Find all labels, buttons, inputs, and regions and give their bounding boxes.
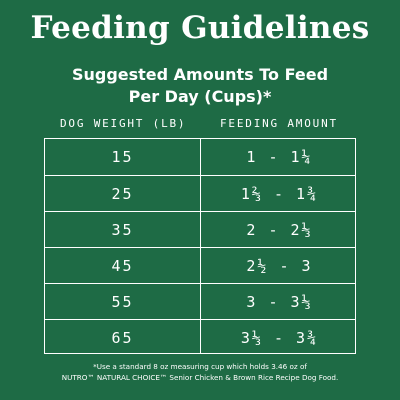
amount-cell: 3⅓ - 3¾: [240, 329, 319, 347]
subtitle: Suggested Amounts To Feed Per Day (Cups)…: [0, 64, 400, 108]
amount-cell: 3 - 3⅓: [246, 293, 313, 311]
column-divider: [200, 139, 201, 353]
weight-cell: 45: [111, 257, 134, 275]
table-row: 65 3⅓ - 3¾: [45, 319, 355, 356]
table-row: 15 1 - 1¼: [45, 139, 355, 175]
amount-cell: 2 - 2⅓: [246, 221, 313, 239]
footnote-line-1: *Use a standard 8 oz measuring cup which…: [93, 362, 307, 371]
table-row: 55 3 - 3⅓: [45, 283, 355, 320]
weight-cell: 25: [111, 185, 134, 203]
page-title: Feeding Guidelines: [30, 10, 370, 46]
feeding-table: 15 1 - 1¼ 25 1⅔ - 1¾ 35 2 - 2⅓ 45 2½ - 3…: [44, 138, 356, 354]
weight-cell: 65: [111, 329, 134, 347]
footnote: *Use a standard 8 oz measuring cup which…: [0, 361, 400, 383]
amount-cell: 1⅔ - 1¾: [240, 185, 319, 203]
subtitle-line-2: Per Day (Cups)*: [128, 87, 272, 106]
column-header-amount: FEEDING AMOUNT: [220, 117, 338, 130]
subtitle-line-1: Suggested Amounts To Feed: [71, 65, 329, 84]
weight-cell: 55: [111, 293, 134, 311]
table-row: 25 1⅔ - 1¾: [45, 175, 355, 212]
column-header-weight: DOG WEIGHT (LB): [60, 117, 187, 130]
table-row: 45 2½ - 3: [45, 247, 355, 284]
footnote-line-2: NUTRO™ NATURAL CHOICE™ Senior Chicken & …: [61, 373, 339, 382]
table-row: 35 2 - 2⅓: [45, 211, 355, 248]
weight-cell: 35: [111, 221, 134, 239]
weight-cell: 15: [111, 148, 134, 166]
amount-cell: 2½ - 3: [246, 257, 313, 275]
amount-cell: 1 - 1¼: [246, 148, 313, 166]
